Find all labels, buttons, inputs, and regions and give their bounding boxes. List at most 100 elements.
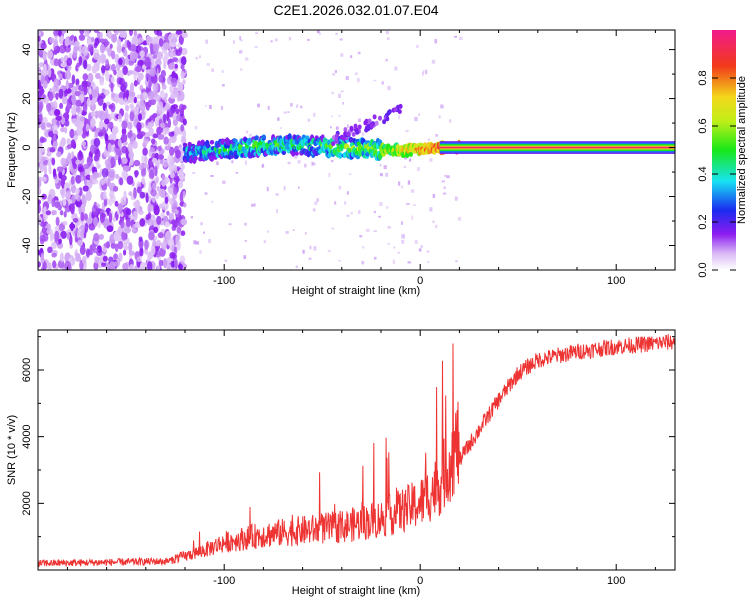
colorbar-tick-label: 0.0 <box>697 262 709 277</box>
spectrogram-cell <box>82 103 88 112</box>
spectrogram-y-tick-label: -20 <box>21 189 33 205</box>
snr-frame <box>37 329 676 571</box>
spectrogram-y-tick-label: -40 <box>21 238 33 254</box>
spectrogram-cell <box>42 261 47 270</box>
spectrogram-cell <box>143 138 149 145</box>
spectrogram-cell <box>304 232 307 235</box>
spectrogram-cell <box>392 259 396 264</box>
spectrogram-cell <box>166 76 173 85</box>
spectrogram-cell <box>98 233 105 240</box>
spectrogram-cell <box>206 63 210 66</box>
spectrogram-cell <box>164 145 171 151</box>
spectrogram-cell <box>181 47 188 56</box>
spectrogram-cell <box>294 156 298 159</box>
spectrogram-cell <box>153 226 159 234</box>
spectrogram-cell <box>168 187 174 195</box>
spectrogram-cell <box>78 166 83 172</box>
spectrogram-cell <box>327 250 331 253</box>
spectrogram-cell <box>382 119 387 125</box>
spectrogram-cell <box>347 147 352 153</box>
spectrogram-cell <box>83 59 88 70</box>
spectrogram-cell <box>79 30 85 35</box>
spectrogram-cell <box>304 163 307 168</box>
spectrogram-cell <box>45 210 52 216</box>
spectrogram-cell <box>147 91 154 101</box>
spectrogram-cell <box>166 111 170 122</box>
spectrogram-cell <box>338 152 343 159</box>
spectrogram-cell <box>435 134 438 137</box>
spectrogram-cell <box>425 69 428 75</box>
spectrogram-cell <box>366 126 371 132</box>
spectrogram-cell <box>99 77 104 86</box>
spectrogram-cell <box>118 77 125 86</box>
spectrogram-cell <box>313 246 317 251</box>
spectrogram-cell <box>86 190 92 202</box>
spectrogram-cell <box>66 57 73 66</box>
spectrogram-cell <box>429 207 433 212</box>
spectrogram-cell <box>86 156 92 167</box>
spectrogram-cell <box>275 193 279 196</box>
spectrogram-cell <box>69 35 74 41</box>
spectrogram-cell <box>78 45 84 53</box>
spectrogram-cell <box>42 94 46 99</box>
spectrogram-cell <box>203 231 205 234</box>
spectrogram-cell <box>385 30 389 34</box>
spectrogram-cell <box>38 261 41 268</box>
spectrogram-cell <box>39 136 45 144</box>
spectrogram-cell <box>74 188 81 194</box>
spectrogram-cell <box>414 116 418 122</box>
spectrogram-cell <box>158 259 164 267</box>
spectrogram-cell <box>173 186 178 195</box>
spectrogram-cell <box>341 136 346 141</box>
spectrogram-cell <box>373 210 376 214</box>
spectrogram-cell <box>125 208 132 216</box>
spectrogram-cell <box>104 262 110 270</box>
spectrogram-cell <box>296 104 299 108</box>
spectrogram-cell <box>38 62 45 68</box>
spectrogram-cell <box>99 38 105 44</box>
spectrogram-cell <box>165 230 172 241</box>
spectrogram-cell <box>118 113 123 123</box>
colorbar: 0.0 0.2 0.4 0.6 0.8 Normalized spectral ampl… <box>697 30 748 278</box>
spectrogram-cell <box>414 240 418 244</box>
spectrogram-cell <box>139 102 146 112</box>
spectrogram-cell <box>164 196 169 204</box>
spectrogram-cell <box>266 186 269 192</box>
spectrogram-cell <box>192 172 196 174</box>
spectrogram-cell <box>39 221 47 227</box>
spectrogram-cell <box>84 30 90 38</box>
spectrogram-cell <box>51 157 56 166</box>
spectrogram-cell <box>164 92 168 99</box>
spectrogram-cell <box>53 45 61 53</box>
spectrogram-cell <box>46 151 52 157</box>
spectrogram-cell <box>84 213 88 221</box>
spectrogram-cell <box>177 81 184 92</box>
spectrogram-cell <box>128 129 133 137</box>
spectrogram-cell <box>182 118 187 126</box>
spectrogram-cell <box>143 162 148 169</box>
spectrogram-cell <box>81 141 87 147</box>
spectrogram-cell <box>127 121 133 130</box>
spectrogram-cell <box>110 242 117 249</box>
spectrogram-cell <box>120 84 127 93</box>
spectrogram-cell <box>355 72 358 75</box>
spectrogram-cell <box>270 40 273 43</box>
spectrogram-cell <box>70 221 74 232</box>
spectrogram-cell <box>38 113 43 125</box>
colorbar-tick-label: 0.2 <box>697 214 709 229</box>
spectrogram-cell <box>361 261 365 265</box>
spectrogram-cell <box>135 205 140 212</box>
spectrogram-cell <box>41 193 47 200</box>
spectrogram-cell <box>145 36 152 42</box>
spectrogram-cell <box>93 261 99 270</box>
spectrogram-cell <box>340 90 344 93</box>
spectrogram-cell <box>171 203 178 211</box>
spectrogram-cell <box>148 231 155 241</box>
spectrogram-cell <box>132 51 139 60</box>
spectrogram-cell <box>58 88 64 99</box>
spectrogram-cell <box>386 206 389 209</box>
spectrogram-cell <box>152 182 157 190</box>
spectrogram-cell <box>180 163 185 171</box>
spectrogram-cell <box>171 208 178 214</box>
spectrogram-cell <box>124 244 129 251</box>
